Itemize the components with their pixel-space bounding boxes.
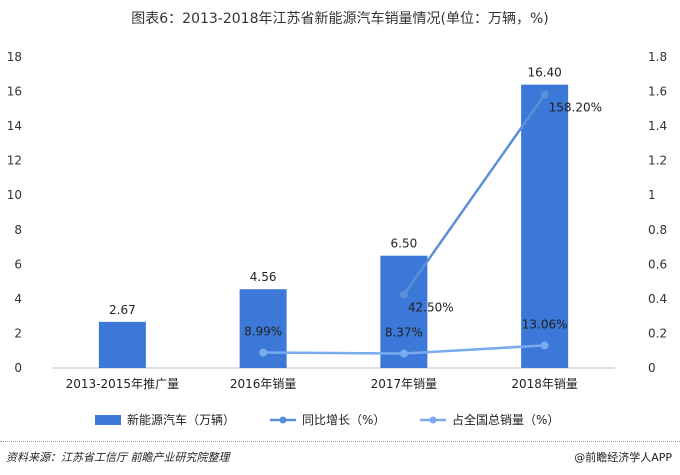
chart-title: 图表6：2013-2018年江苏省新能源汽车销量情况(单位：万辆，%) xyxy=(131,11,549,27)
x-tick-label: 2018年销量 xyxy=(511,377,578,391)
y-left-tick-label: 4 xyxy=(14,292,22,306)
legend-marker xyxy=(279,416,287,424)
bar xyxy=(98,321,146,368)
legend-label: 同比增长（%） xyxy=(302,413,385,427)
bar xyxy=(521,84,569,369)
y-left-tick-label: 8 xyxy=(14,223,22,237)
x-tick-label: 2017年销量 xyxy=(371,377,438,391)
y-right-tick-label: 1.8 xyxy=(648,50,667,64)
series-point xyxy=(399,349,408,358)
y-right-tick-label: 0.4 xyxy=(648,292,667,306)
y-right-tick-label: 1.2 xyxy=(648,154,667,168)
y-left-tick-label: 6 xyxy=(14,257,22,271)
y-right-tick-label: 1.4 xyxy=(648,119,667,133)
y-right-tick-label: 0.8 xyxy=(648,223,667,237)
y-right-tick-label: 1.6 xyxy=(648,85,667,99)
y-right-tick-label: 0.2 xyxy=(648,326,667,340)
bar-value-label: 6.50 xyxy=(391,237,418,251)
legend-marker xyxy=(429,416,437,424)
y-left-tick-label: 12 xyxy=(7,154,22,168)
series-point xyxy=(399,290,408,299)
series-line xyxy=(402,93,546,296)
bar-value-label: 4.56 xyxy=(250,270,277,284)
lines xyxy=(259,90,549,358)
legend-swatch xyxy=(95,415,121,425)
axes: 0 2 4 6 8 10 12 14 16 18 0 0.2 0.4 0.6 0.8 1 1.2 1.4 1.6 1.… xyxy=(7,50,667,391)
point-value-label: 13.06% xyxy=(522,317,568,331)
bar-value-label: 16.40 xyxy=(527,66,561,80)
y-left-tick-label: 14 xyxy=(7,119,22,133)
legend: 新能源汽车（万辆） 同比增长（%） 占全国总销量（%） xyxy=(95,412,559,427)
point-value-label: 8.37% xyxy=(385,326,423,340)
y-right-tick-label: 1 xyxy=(648,188,656,202)
source-note: 资料来源：江苏省工信厅 前瞻产业研究院整理 xyxy=(6,451,230,464)
x-tick-label: 2013-2015年推广量 xyxy=(66,377,179,391)
labels: 2.67 4.56 6.50 16.40 42.50% 158.20% 8.99% 8.37%… xyxy=(109,66,602,340)
point-value-label: 42.50% xyxy=(408,300,454,314)
footer-divider xyxy=(0,441,680,442)
legend-label: 新能源汽车（万辆） xyxy=(127,412,235,427)
series-point xyxy=(540,341,549,350)
bars xyxy=(98,84,569,369)
y-right-tick-label: 0 xyxy=(648,361,656,375)
y-left-tick-label: 18 xyxy=(7,50,22,64)
point-value-label: 8.99% xyxy=(244,324,282,338)
brand-credit: @前瞻经济学人APP xyxy=(574,451,672,464)
series-point xyxy=(540,90,549,99)
y-left-tick-label: 2 xyxy=(14,326,22,340)
series-point xyxy=(259,348,268,357)
y-left-tick-label: 0 xyxy=(14,361,22,375)
y-right-tick-label: 0.6 xyxy=(648,257,667,271)
y-left-tick-label: 16 xyxy=(7,85,22,99)
chart: 0 2 4 6 8 10 12 14 16 18 0 0.2 0.4 0.6 0.8 1 1.2 1.4 1.6 1.… xyxy=(7,50,667,427)
legend-label: 占全国总销量（%） xyxy=(452,412,559,427)
y-left-tick-label: 10 xyxy=(7,188,22,202)
bar-value-label: 2.67 xyxy=(109,303,136,317)
point-value-label: 158.20% xyxy=(549,100,602,114)
x-tick-label: 2016年销量 xyxy=(230,377,297,391)
